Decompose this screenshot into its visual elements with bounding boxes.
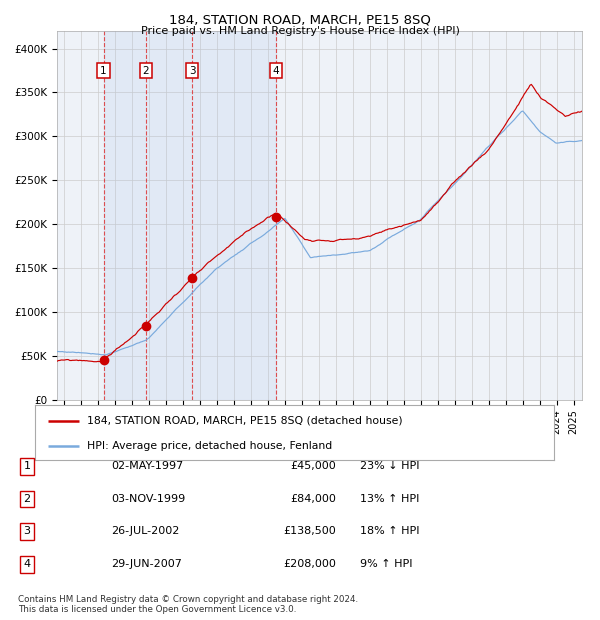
Text: 1: 1 bbox=[100, 66, 107, 76]
Text: 9% ↑ HPI: 9% ↑ HPI bbox=[360, 559, 413, 569]
Text: 184, STATION ROAD, MARCH, PE15 8SQ: 184, STATION ROAD, MARCH, PE15 8SQ bbox=[169, 14, 431, 27]
Text: 1: 1 bbox=[23, 461, 31, 471]
Text: This data is licensed under the Open Government Licence v3.0.: This data is licensed under the Open Gov… bbox=[18, 605, 296, 614]
Text: 3: 3 bbox=[23, 526, 31, 536]
Text: 29-JUN-2007: 29-JUN-2007 bbox=[111, 559, 182, 569]
Text: 23% ↓ HPI: 23% ↓ HPI bbox=[360, 461, 419, 471]
Text: £45,000: £45,000 bbox=[290, 461, 336, 471]
Text: Price paid vs. HM Land Registry's House Price Index (HPI): Price paid vs. HM Land Registry's House … bbox=[140, 26, 460, 36]
Text: 13% ↑ HPI: 13% ↑ HPI bbox=[360, 494, 419, 504]
Text: 2: 2 bbox=[23, 494, 31, 504]
Text: 4: 4 bbox=[272, 66, 280, 76]
Bar bbox=[104, 31, 276, 400]
Text: £138,500: £138,500 bbox=[283, 526, 336, 536]
Text: 02-MAY-1997: 02-MAY-1997 bbox=[111, 461, 183, 471]
Text: 26-JUL-2002: 26-JUL-2002 bbox=[111, 526, 179, 536]
Text: 4: 4 bbox=[23, 559, 31, 569]
Text: £208,000: £208,000 bbox=[283, 559, 336, 569]
Text: Contains HM Land Registry data © Crown copyright and database right 2024.: Contains HM Land Registry data © Crown c… bbox=[18, 595, 358, 604]
Text: 18% ↑ HPI: 18% ↑ HPI bbox=[360, 526, 419, 536]
Text: 3: 3 bbox=[189, 66, 196, 76]
Text: 184, STATION ROAD, MARCH, PE15 8SQ (detached house): 184, STATION ROAD, MARCH, PE15 8SQ (deta… bbox=[87, 416, 403, 426]
Text: £84,000: £84,000 bbox=[290, 494, 336, 504]
Text: HPI: Average price, detached house, Fenland: HPI: Average price, detached house, Fenl… bbox=[87, 441, 332, 451]
Text: 2: 2 bbox=[143, 66, 149, 76]
Text: 03-NOV-1999: 03-NOV-1999 bbox=[111, 494, 185, 504]
